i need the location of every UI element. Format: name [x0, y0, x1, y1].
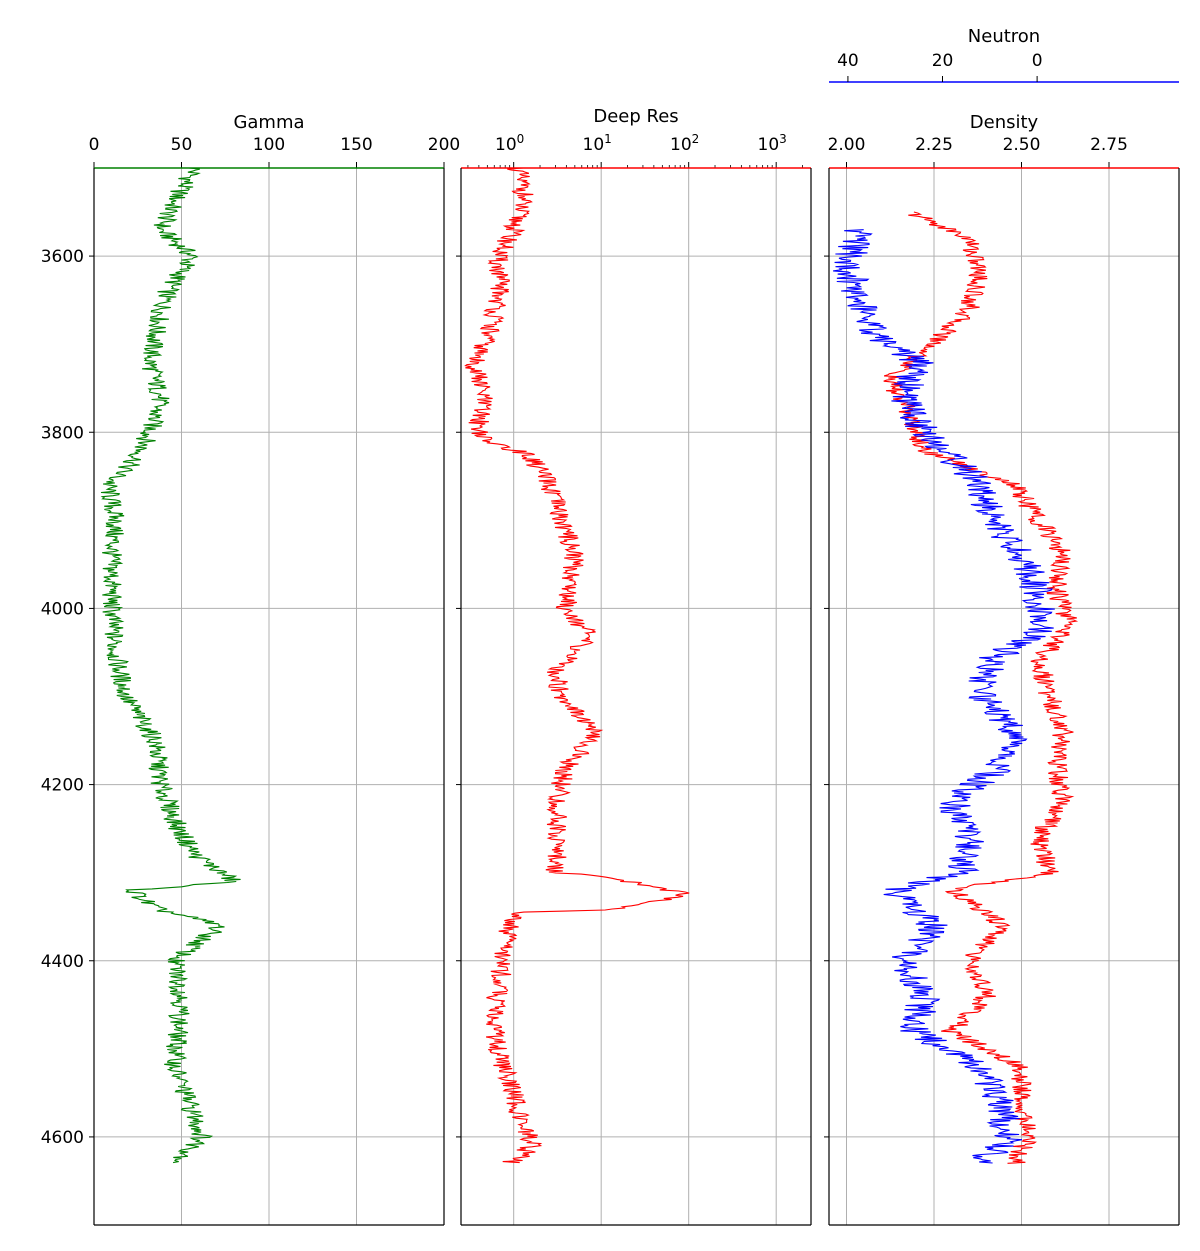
x-tick-label: 100 [495, 132, 524, 155]
frame-layer [89, 76, 1180, 1226]
neutron-axis-label: Neutron [968, 26, 1040, 47]
series-line [883, 211, 1079, 1164]
x-tick-label: 2.00 [828, 135, 866, 155]
y-tick-label: 3800 [41, 423, 84, 443]
y-tick-label: 3600 [41, 247, 84, 267]
x-tick-label: 2.50 [1003, 135, 1041, 155]
x-tick-exponent: 1 [604, 132, 612, 146]
neutron-tick-label: 40 [837, 51, 859, 71]
density-axis-label: Density [970, 112, 1039, 133]
x-tick-label: 2.75 [1090, 135, 1128, 155]
series-layer [100, 167, 1079, 1164]
x-tick-label: 200 [428, 135, 460, 155]
gamma-axis-label: Gamma [233, 112, 304, 133]
series-line [100, 167, 241, 1164]
x-tick-label: 2.25 [915, 135, 953, 155]
x-tick-label: 150 [340, 135, 372, 155]
x-tick-label: 101 [583, 132, 612, 155]
series-line [464, 167, 690, 1164]
series-line [833, 229, 1055, 1164]
text-layer: Gamma Deep Res Density Neutron 0 50 100 150… [41, 26, 1128, 1148]
neutron-tick-label: 20 [932, 51, 954, 71]
x-tick-exponent: 3 [779, 132, 787, 146]
x-tick-label: 102 [670, 132, 699, 155]
x-tick-exponent: 2 [692, 132, 700, 146]
neutron-tick-label: 0 [1032, 51, 1043, 71]
x-tick-label: 100 [253, 135, 285, 155]
y-tick-label: 4000 [41, 599, 84, 619]
y-tick-label: 4400 [41, 952, 84, 972]
y-tick-label: 4200 [41, 776, 84, 796]
x-tick-label: 50 [171, 135, 193, 155]
y-tick-label: 4600 [41, 1128, 84, 1148]
grid-layer [93, 168, 1179, 1225]
deep-res-axis-label: Deep Res [593, 106, 678, 127]
x-tick-exponent: 0 [517, 132, 525, 146]
x-tick-label: 0 [89, 135, 100, 155]
x-tick-label: 103 [758, 132, 787, 155]
